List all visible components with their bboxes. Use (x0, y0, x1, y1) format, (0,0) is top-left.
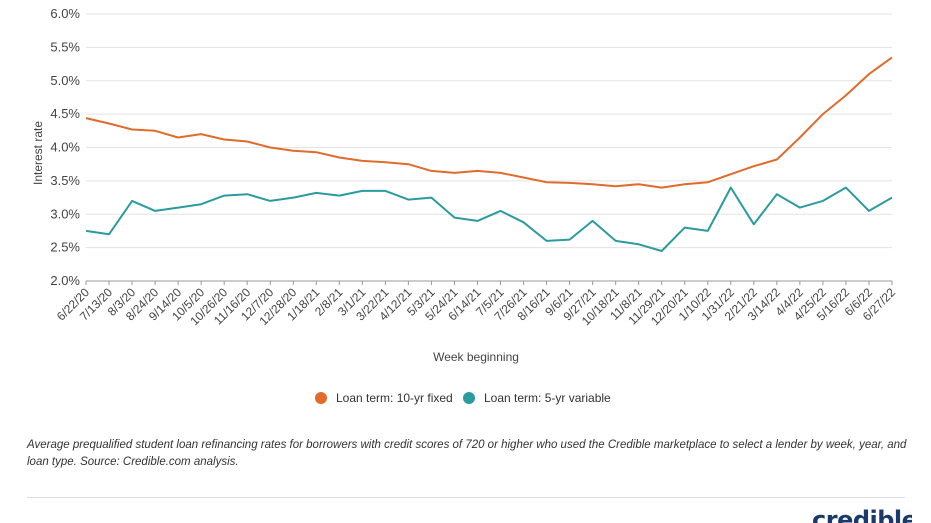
y-tick-label: 5.0% (50, 73, 80, 88)
legend-swatch-5yr (463, 392, 475, 404)
series-line-10yr-fixed (85, 56, 893, 189)
footer-divider (27, 497, 905, 498)
legend-label-10yr: Loan term: 10-yr fixed (336, 391, 453, 405)
credible-logo: credible (812, 506, 912, 523)
y-tick-label: 4.0% (50, 140, 80, 155)
y-axis-title: Interest rate (31, 121, 45, 185)
series-lines (85, 56, 893, 252)
line-chart: 6.0% 5.5% 5.0% 4.5% 4.0% 3.5% 3.0% 2.5% 2.0% 6/2… (31, 6, 898, 405)
legend-swatch-10yr (315, 392, 327, 404)
y-tick-label: 3.5% (50, 173, 80, 188)
y-tick-label: 3.0% (50, 206, 80, 221)
chart-caption: Average prequalified student loan refina… (27, 439, 907, 468)
x-axis-ticks: 6/22/207/13/208/3/208/24/209/14/2010/5/2… (54, 281, 898, 328)
y-tick-label: 6.0% (50, 6, 80, 21)
series-line-5yr-variable (85, 186, 893, 252)
gridlines (86, 13, 892, 282)
legend-label-5yr: Loan term: 5-yr variable (484, 391, 611, 405)
legend: Loan term: 10-yr fixed Loan term: 5-yr v… (315, 391, 611, 405)
y-tick-label: 5.5% (50, 39, 80, 54)
y-axis-ticks: 6.0% 5.5% 5.0% 4.5% 4.0% 3.5% 3.0% 2.5% 2.0% (50, 6, 80, 288)
y-tick-label: 4.5% (50, 106, 80, 121)
y-tick-label: 2.0% (50, 273, 80, 288)
x-axis-title: Week beginning (433, 350, 519, 364)
y-tick-label: 2.5% (50, 240, 80, 255)
